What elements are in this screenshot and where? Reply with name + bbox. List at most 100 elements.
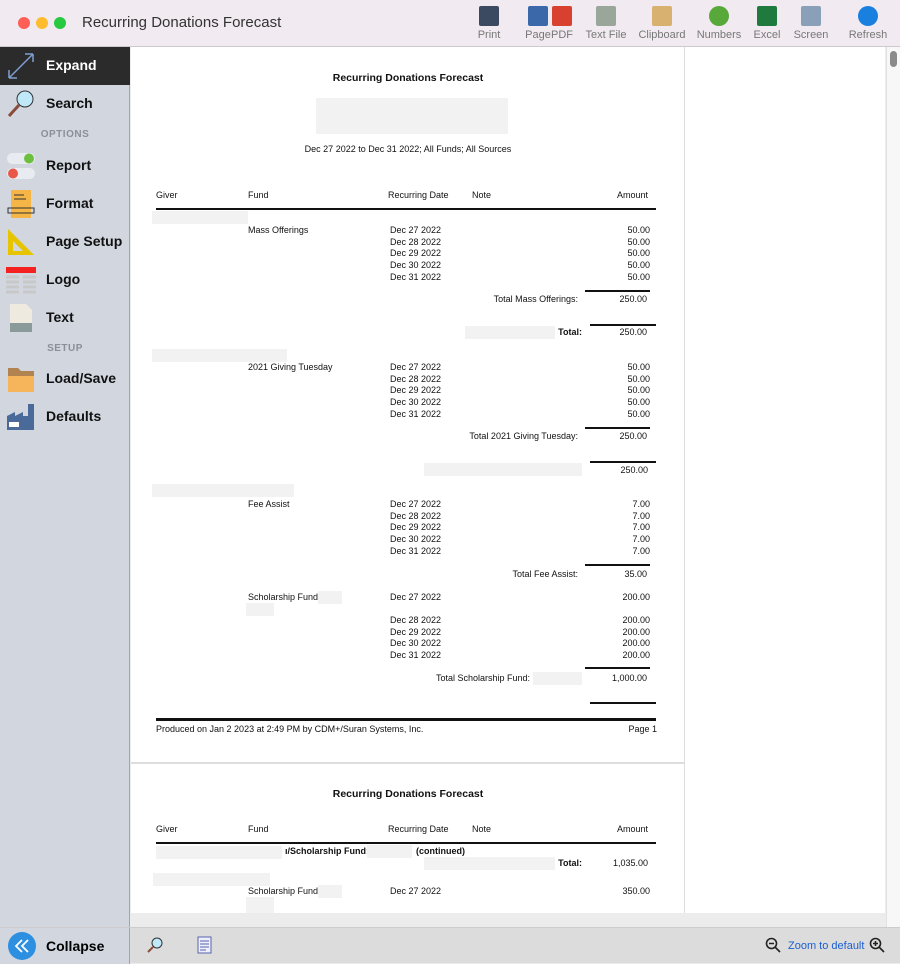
amount-cell: 50.00	[627, 385, 650, 396]
vertical-scrollbar[interactable]	[886, 47, 900, 927]
date-cell: Dec 31 2022	[390, 271, 442, 282]
screen-button[interactable]: Screen	[783, 6, 839, 41]
load-save-button[interactable]: Load/Save	[0, 360, 130, 398]
date-cell: Dec 31 2022	[390, 408, 442, 419]
numbers-button[interactable]: Numbers	[691, 6, 747, 41]
date-cell: Dec 28 2022	[390, 615, 442, 625]
fund-total: 35.00	[624, 569, 647, 579]
rule	[156, 842, 656, 844]
rule	[585, 667, 650, 669]
report-button[interactable]: Report	[0, 147, 130, 185]
report-preview: Recurring Donations Forecast Dec 27 2022 …	[131, 47, 885, 913]
format-button[interactable]: Format	[0, 185, 130, 223]
zoom-to-default-link[interactable]: Zoom to default	[788, 940, 865, 952]
amount-cell: 50.00	[627, 397, 650, 408]
redacted-name	[246, 603, 274, 616]
rule	[590, 702, 656, 704]
rule	[585, 564, 650, 566]
text-button[interactable]: Text	[0, 299, 130, 337]
rule	[590, 324, 656, 326]
amount-cell: 200.00	[622, 638, 650, 648]
clipboard-icon	[652, 6, 672, 26]
rule	[590, 461, 656, 463]
zoom-window-button[interactable]	[54, 17, 66, 29]
fund-name: Fee Assist	[248, 499, 290, 509]
col-fund: Fund	[248, 190, 269, 200]
sidebar: Expand Search OPTIONS Report Format Page…	[0, 47, 130, 927]
refresh-icon	[858, 6, 878, 26]
col-fund: Fund	[248, 824, 269, 834]
scroll-thumb[interactable]	[890, 51, 897, 67]
amount-cell: 7.00	[632, 522, 650, 533]
fund-name: Scholarship Fund:	[248, 592, 321, 602]
col-amount: Amount	[616, 824, 648, 834]
amount-cell: 50.00	[627, 260, 650, 271]
date-cell: Dec 29 2022	[390, 248, 442, 259]
date-cell: Dec 30 2022	[390, 638, 442, 648]
minimize-window-button[interactable]	[36, 17, 48, 29]
toolbar-label: Refresh	[848, 29, 888, 41]
redacted-name	[316, 98, 508, 134]
redacted-name	[318, 885, 342, 898]
pdf-button[interactable]: PDF	[534, 6, 590, 41]
search-icon[interactable]	[146, 936, 164, 954]
factory-icon	[7, 404, 34, 430]
fund-name: Scholarship Fund:	[248, 886, 321, 896]
redacted-name	[152, 211, 248, 224]
logo-button[interactable]: Logo	[0, 261, 130, 299]
report-text: Total 2021 Giving Tuesday:	[469, 431, 578, 441]
toolbar-label: Screen	[793, 29, 829, 41]
giver-total: 250.00	[620, 465, 648, 475]
logo-icon	[6, 267, 36, 294]
date-cell: Dec 30 2022	[390, 397, 442, 408]
date-cell: Dec 31 2022	[390, 650, 442, 660]
defaults-button[interactable]: Defaults	[0, 398, 130, 436]
amount-cell: 200.00	[622, 627, 650, 637]
search-button[interactable]: Search	[0, 85, 130, 123]
page-setup-label: Page Setup	[46, 233, 123, 249]
date-cell: Dec 27 2022	[390, 499, 442, 509]
amount-cell: 350.00	[622, 886, 650, 896]
date-cell: Dec 30 2022	[390, 260, 442, 271]
continued-label: (continued)	[416, 846, 465, 856]
numbers-icon	[709, 6, 729, 26]
amount-cell: 50.00	[627, 362, 650, 372]
fund-total: 250.00	[619, 431, 647, 441]
report-text: Total Fee Assist:	[512, 569, 578, 579]
expand-label: Expand	[46, 57, 97, 73]
excel-button[interactable]: Excel	[739, 6, 795, 41]
col-note: Note	[472, 824, 492, 834]
redacted-name	[424, 463, 582, 476]
clipboard-button[interactable]: Clipboard	[634, 6, 690, 41]
redacted-name	[152, 484, 294, 497]
fund-name: ı/Scholarship Fund:	[285, 846, 370, 856]
collapse-label: Collapse	[46, 938, 105, 954]
collapse-button[interactable]: Collapse	[0, 928, 130, 964]
toolbar-label: PDF	[551, 29, 573, 41]
zoom-in-icon[interactable]	[869, 937, 885, 953]
page-setup-button[interactable]: Page Setup	[0, 223, 130, 261]
expand-button[interactable]: Expand	[0, 47, 130, 85]
search-icon	[7, 90, 34, 118]
footer-produced: Produced on Jan 2 2023 at 2:49 PM by CDM…	[156, 724, 424, 734]
zoom-out-icon[interactable]	[765, 937, 781, 953]
fund-name: Mass Offerings	[248, 225, 309, 235]
page-icon[interactable]	[197, 936, 212, 954]
close-window-button[interactable]	[18, 17, 30, 29]
refresh-button[interactable]: Refresh	[840, 6, 896, 41]
giver-total: 1,035.00	[612, 858, 648, 868]
rule	[585, 290, 650, 292]
text-file-button[interactable]: Text File	[578, 6, 634, 41]
page-button[interactable]: Page	[510, 6, 566, 41]
redacted-name	[367, 845, 412, 858]
col-note: Note	[472, 190, 492, 200]
giver-total: 250.00	[619, 327, 647, 337]
date-cell: Dec 27 2022	[390, 225, 442, 235]
print-button[interactable]: Print	[461, 6, 517, 41]
format-icon	[7, 190, 35, 218]
date-cell: Dec 27 2022	[390, 362, 442, 372]
report-text: Total:	[558, 327, 582, 337]
double-chevron-left-icon	[8, 932, 36, 960]
toolbar-label: Excel	[753, 29, 781, 41]
page-number: Page 1	[628, 724, 657, 734]
